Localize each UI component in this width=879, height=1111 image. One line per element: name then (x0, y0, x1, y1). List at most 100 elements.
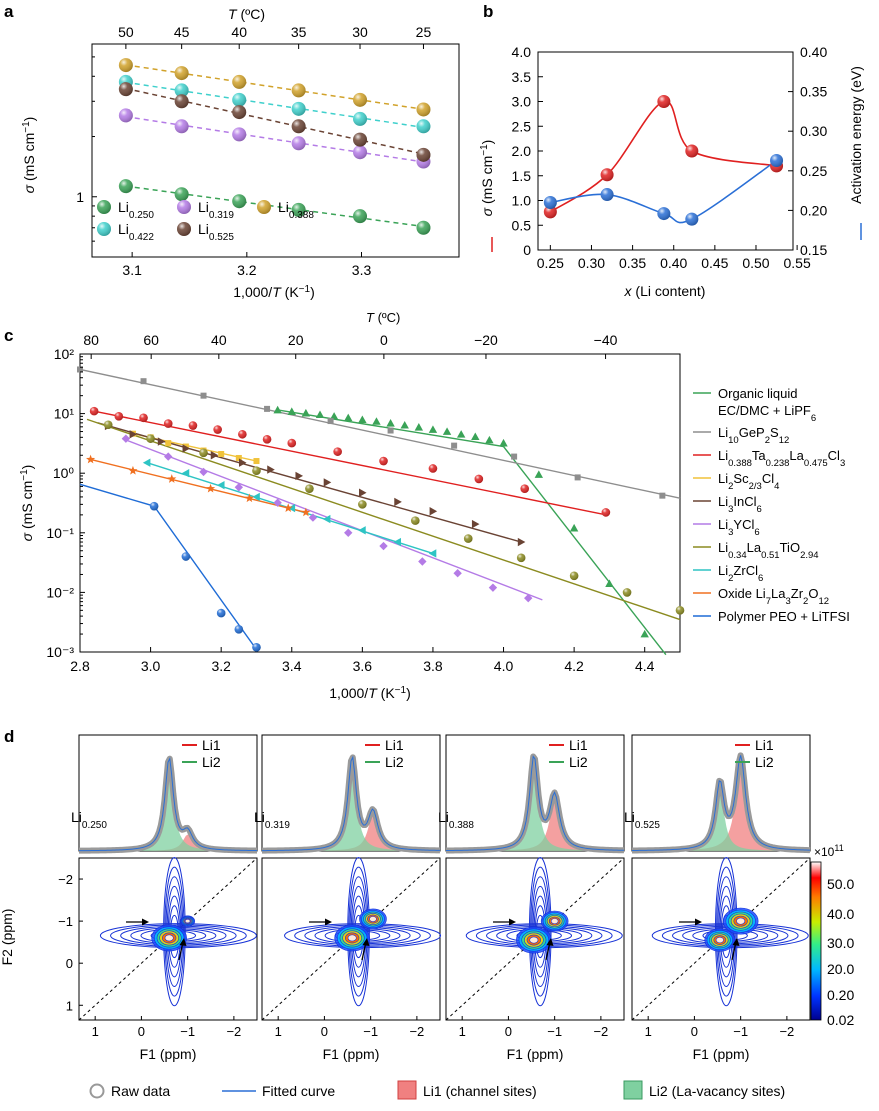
a-point-0.319-shade (232, 127, 247, 142)
c-legend-seg: Li (718, 425, 728, 440)
c-x-tick-label: 3.0 (141, 658, 161, 674)
c-point-0 (471, 432, 480, 441)
d-sample-label-main: Li (438, 809, 449, 825)
c-point-3 (218, 450, 225, 457)
c-axis-ticks: 2.8 3.0 3.2 3.4 3.6 3.8 4.0 4.2 4.4 10² 10¹ 10⁰ 10⁻¹… (46, 346, 654, 674)
panel-label-a: a (4, 2, 14, 21)
b-point-right (685, 212, 699, 226)
c-point-0 (456, 430, 466, 438)
b-left-tick-label: 0 (523, 242, 531, 258)
a-fit-line-0.422 (125, 81, 424, 129)
c-legend-label: Li0.34La0.51TiO2.94 (718, 540, 819, 561)
c-point-9 (181, 552, 191, 561)
a-point-0.422 (291, 101, 306, 116)
c-legend-seg: TiO (780, 540, 800, 555)
d-fitted-curve (261, 755, 441, 852)
c-legend-seg: S (770, 425, 779, 440)
panel-c: c T (ºC) 80 60 40 20 0 −20 −40 2.8 3.0 3.2 3.4 3.6… (4, 310, 850, 701)
c-legend-seg: 6 (758, 573, 763, 584)
c-point-2 (428, 464, 438, 473)
c-legend-seg: 0.388 (728, 458, 752, 469)
a-point-0.422 (232, 92, 247, 107)
panel-label-b: b (483, 2, 493, 21)
c-legend-label: Li3InCl6 (718, 494, 762, 515)
legend-fit-label: Fitted curve (262, 1083, 335, 1099)
b-right-tick-label: 0.30 (800, 123, 827, 139)
b-left-tick-label: 2.0 (512, 143, 532, 159)
a-legend-label-main: Li (198, 199, 209, 215)
c-legend-label: Li0.388Ta0.238La0.475Cl3 (718, 448, 845, 469)
c-point-5 (488, 583, 498, 592)
b-x-tick-label: 0.40 (660, 255, 687, 271)
d-li2-area (632, 787, 810, 851)
b-left-axis-title: σ (mS cm−1) (479, 140, 496, 217)
c-legend-seg: Li (718, 494, 728, 509)
b-right-tick-label: 0.25 (800, 163, 827, 179)
d-x-tick-label: −2 (593, 1024, 608, 1039)
c-legend-seg: 2 (728, 481, 733, 492)
d-x-tick-label: 1 (459, 1024, 466, 1039)
c-point-6-shade (252, 466, 261, 476)
c-point-2 (333, 447, 342, 456)
c-point-6 (103, 420, 113, 430)
c-fit-line-6 (86, 418, 681, 621)
c-point-8 (128, 465, 138, 475)
a-top-tick-label: 50 (118, 24, 134, 40)
a-fit-line-0.525 (125, 87, 424, 155)
c-point-7 (322, 514, 331, 524)
a-legend-marker-0.525 (177, 222, 191, 236)
a-point-0.250-shade (353, 209, 368, 224)
c-point-2 (89, 406, 99, 416)
c-point-3 (235, 454, 242, 461)
c-point-9-shade (181, 552, 191, 561)
a-point-0.250 (174, 187, 189, 202)
li1-swatch-icon (397, 1080, 417, 1100)
c-top-tick-label: 80 (83, 332, 99, 348)
d-x-tick-label: 0 (138, 1024, 145, 1039)
a-point-0.525-shade (291, 119, 306, 134)
c-point-2 (114, 412, 124, 421)
a-point-0.388 (353, 92, 368, 107)
panel-label-c: c (4, 326, 13, 345)
a-point-0.250 (118, 179, 133, 194)
b-x-tick-label: 0.50 (742, 255, 769, 271)
a-point-0.525-shade (118, 82, 133, 97)
legend-li2-label: Li2 (La-vacancy sites) (649, 1083, 785, 1099)
c-legend-seg: EC/DMC + LiPF (718, 403, 811, 418)
c-x-tick-label: 3.2 (211, 658, 231, 674)
a-legend-label-sub: 0.319 (209, 210, 234, 221)
d-peak-contour (164, 934, 174, 942)
a-point-0.250-shade (174, 187, 189, 202)
c-point-4 (157, 437, 166, 446)
c-data-points (77, 366, 685, 652)
c-point-2-shade (262, 435, 272, 444)
d-colorbar-tick-label: 40.0 (827, 906, 854, 922)
c-point-0 (287, 407, 296, 415)
d-peak-contour (715, 936, 724, 944)
b-right-tick-label: 0.20 (800, 202, 827, 218)
a-legend-label: Li0.422 (118, 221, 154, 243)
c-point-8 (167, 474, 177, 483)
d-arrow-up-head-icon (732, 938, 740, 946)
a-y-axis-title: σ (mS cm−1) (21, 117, 38, 194)
legend-li1-label: Li1 (channel sites) (423, 1083, 537, 1099)
c-legend-seg: 12 (779, 435, 790, 446)
d-x-axis-title: F1 (ppm) (693, 1046, 750, 1062)
d-x-tick-label: −1 (363, 1024, 378, 1039)
c-point-2 (379, 456, 388, 466)
c-point-6 (305, 484, 314, 493)
c-point-4 (295, 471, 304, 481)
b-point-right (770, 154, 784, 168)
a-legend-label: Li0.250 (118, 199, 154, 221)
c-legend-seg: Cl (762, 471, 774, 486)
c-fit-line-5 (122, 437, 543, 601)
a-point-0.525 (353, 132, 368, 147)
c-point-1 (511, 453, 518, 460)
a-legend-label-sub: 0.250 (129, 210, 154, 221)
b-right-tick-label: 0.15 (800, 242, 827, 258)
c-point-1 (264, 405, 271, 412)
a-x-tick-label: 3.1 (122, 262, 142, 278)
c-legend-seg: Polymer PEO + LiTFSI (718, 609, 850, 624)
